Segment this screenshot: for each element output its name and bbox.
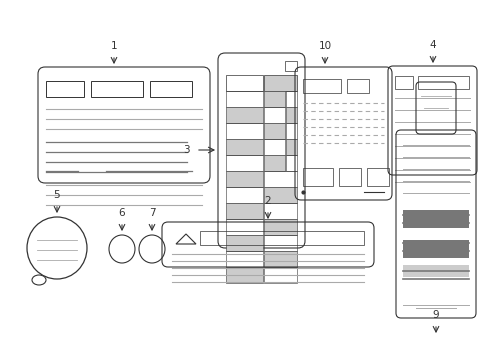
- Text: 2: 2: [264, 196, 271, 206]
- Bar: [264, 219, 296, 235]
- Bar: [225, 203, 263, 219]
- Bar: [200, 231, 363, 245]
- Bar: [150, 81, 192, 97]
- Bar: [402, 240, 468, 258]
- Text: 6: 6: [119, 208, 125, 218]
- Bar: [264, 203, 296, 219]
- Text: 4: 4: [429, 40, 435, 50]
- Bar: [338, 168, 360, 186]
- Bar: [303, 79, 340, 93]
- Bar: [402, 210, 468, 228]
- Text: 1: 1: [110, 41, 117, 51]
- Bar: [285, 91, 296, 107]
- Bar: [264, 123, 285, 139]
- Bar: [264, 187, 296, 203]
- Bar: [225, 75, 263, 91]
- Bar: [417, 76, 468, 89]
- Bar: [225, 171, 263, 187]
- Bar: [394, 76, 412, 89]
- Bar: [285, 155, 296, 171]
- Bar: [46, 81, 84, 97]
- Bar: [285, 61, 296, 71]
- Bar: [264, 107, 285, 123]
- Bar: [264, 75, 296, 91]
- Bar: [346, 79, 368, 93]
- Bar: [225, 123, 263, 139]
- Bar: [91, 81, 142, 97]
- Bar: [264, 235, 296, 251]
- Bar: [264, 91, 285, 107]
- Bar: [225, 187, 263, 203]
- Bar: [225, 155, 263, 171]
- Bar: [264, 139, 285, 155]
- Bar: [264, 267, 296, 283]
- Bar: [225, 107, 263, 123]
- Bar: [264, 155, 285, 171]
- Bar: [225, 219, 263, 235]
- Bar: [285, 123, 296, 139]
- Bar: [402, 265, 468, 277]
- Bar: [225, 139, 263, 155]
- Text: 3: 3: [183, 145, 190, 155]
- Bar: [225, 267, 263, 283]
- Text: 9: 9: [432, 310, 438, 320]
- Bar: [264, 251, 296, 267]
- Bar: [366, 168, 388, 186]
- Bar: [225, 251, 263, 267]
- Text: 7: 7: [148, 208, 155, 218]
- Bar: [285, 139, 296, 155]
- Bar: [225, 235, 263, 251]
- Text: 5: 5: [54, 190, 60, 200]
- Bar: [303, 168, 332, 186]
- Bar: [285, 107, 296, 123]
- Ellipse shape: [32, 275, 46, 285]
- Bar: [225, 91, 263, 107]
- Bar: [264, 171, 296, 187]
- Text: 10: 10: [318, 41, 331, 51]
